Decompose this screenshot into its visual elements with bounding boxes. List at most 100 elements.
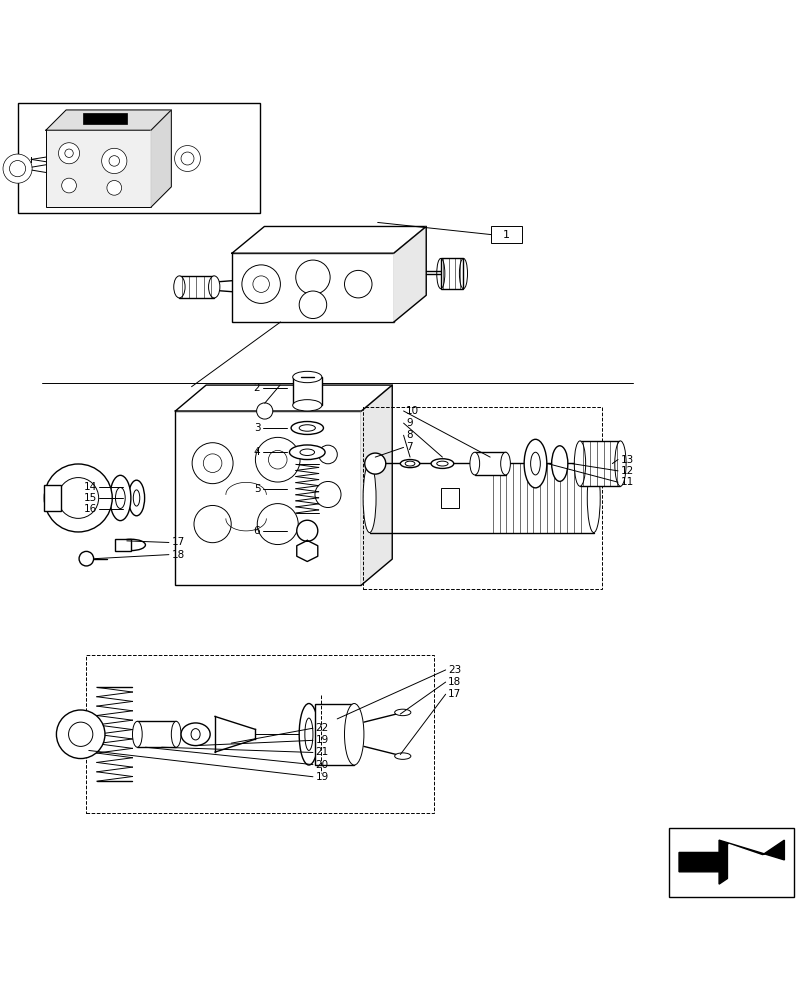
Bar [114,539,131,551]
Text: 6: 6 [253,526,260,536]
Polygon shape [361,385,392,585]
Bar [491,226,521,243]
Text: 18: 18 [448,677,461,687]
Ellipse shape [551,446,567,481]
Bar [668,828,793,897]
Ellipse shape [132,721,142,747]
Ellipse shape [181,723,210,746]
Ellipse shape [524,439,546,488]
Circle shape [3,154,32,183]
Bar [315,704,354,765]
Circle shape [174,146,200,171]
Ellipse shape [344,704,363,765]
Ellipse shape [290,422,323,434]
Ellipse shape [133,490,139,506]
Ellipse shape [394,753,410,759]
Text: 18: 18 [171,550,184,560]
Bar [440,488,458,508]
Circle shape [268,450,287,469]
Ellipse shape [191,729,200,740]
Text: 9: 9 [406,418,412,428]
Ellipse shape [299,449,314,455]
Ellipse shape [292,400,321,411]
Text: 19: 19 [315,735,328,745]
Bar [45,485,61,511]
Ellipse shape [530,452,539,475]
Ellipse shape [208,276,220,298]
Circle shape [45,464,112,532]
Polygon shape [175,385,392,411]
Ellipse shape [405,461,414,466]
Ellipse shape [500,452,510,475]
Ellipse shape [363,463,375,533]
Ellipse shape [436,461,448,466]
Circle shape [181,152,194,165]
Ellipse shape [470,452,479,475]
Text: 5: 5 [253,484,260,494]
Circle shape [318,445,337,464]
Ellipse shape [400,460,419,468]
Text: 16: 16 [84,504,97,514]
Polygon shape [151,110,171,207]
Circle shape [101,148,127,174]
Circle shape [295,260,330,294]
Circle shape [62,178,76,193]
Ellipse shape [431,459,453,468]
Ellipse shape [292,371,321,383]
Polygon shape [728,845,779,880]
Ellipse shape [116,539,145,551]
Ellipse shape [171,721,181,747]
Circle shape [10,161,26,177]
Ellipse shape [573,441,585,486]
Text: 4: 4 [253,447,260,457]
Ellipse shape [304,718,312,750]
Text: 1: 1 [502,230,509,240]
Bar [137,721,176,747]
Ellipse shape [289,445,324,460]
Circle shape [315,481,341,508]
Circle shape [203,454,221,472]
Circle shape [56,710,105,759]
Polygon shape [215,716,255,752]
Ellipse shape [298,704,318,765]
Text: 21: 21 [315,747,328,757]
Bar [83,113,127,124]
Circle shape [256,403,272,419]
Ellipse shape [109,475,131,521]
Text: 15: 15 [84,493,97,503]
Text: 2: 2 [253,383,260,393]
Bar [363,407,601,589]
Circle shape [344,270,371,298]
Bar [232,253,393,322]
Text: 7: 7 [406,442,412,452]
Text: 3: 3 [253,423,260,433]
Circle shape [68,722,92,746]
Polygon shape [46,110,171,130]
Circle shape [58,143,79,164]
Circle shape [65,149,73,157]
Ellipse shape [394,709,410,716]
Text: 13: 13 [620,455,633,465]
Text: 23: 23 [448,665,461,675]
Bar [474,452,505,475]
Bar [175,411,361,585]
Text: 22: 22 [315,723,328,733]
Bar [46,130,151,207]
Ellipse shape [586,463,599,533]
Bar [292,377,321,405]
Circle shape [107,180,122,195]
Text: 11: 11 [620,477,633,487]
Circle shape [242,265,280,303]
Polygon shape [678,840,783,884]
Ellipse shape [298,425,315,431]
Circle shape [192,443,233,484]
Circle shape [257,504,298,545]
Text: 8: 8 [406,430,412,440]
Bar [179,276,214,298]
Circle shape [296,520,317,541]
Circle shape [109,156,119,166]
Text: 17: 17 [448,689,461,699]
Text: 20: 20 [315,760,328,770]
Circle shape [79,551,93,566]
Circle shape [58,478,98,518]
